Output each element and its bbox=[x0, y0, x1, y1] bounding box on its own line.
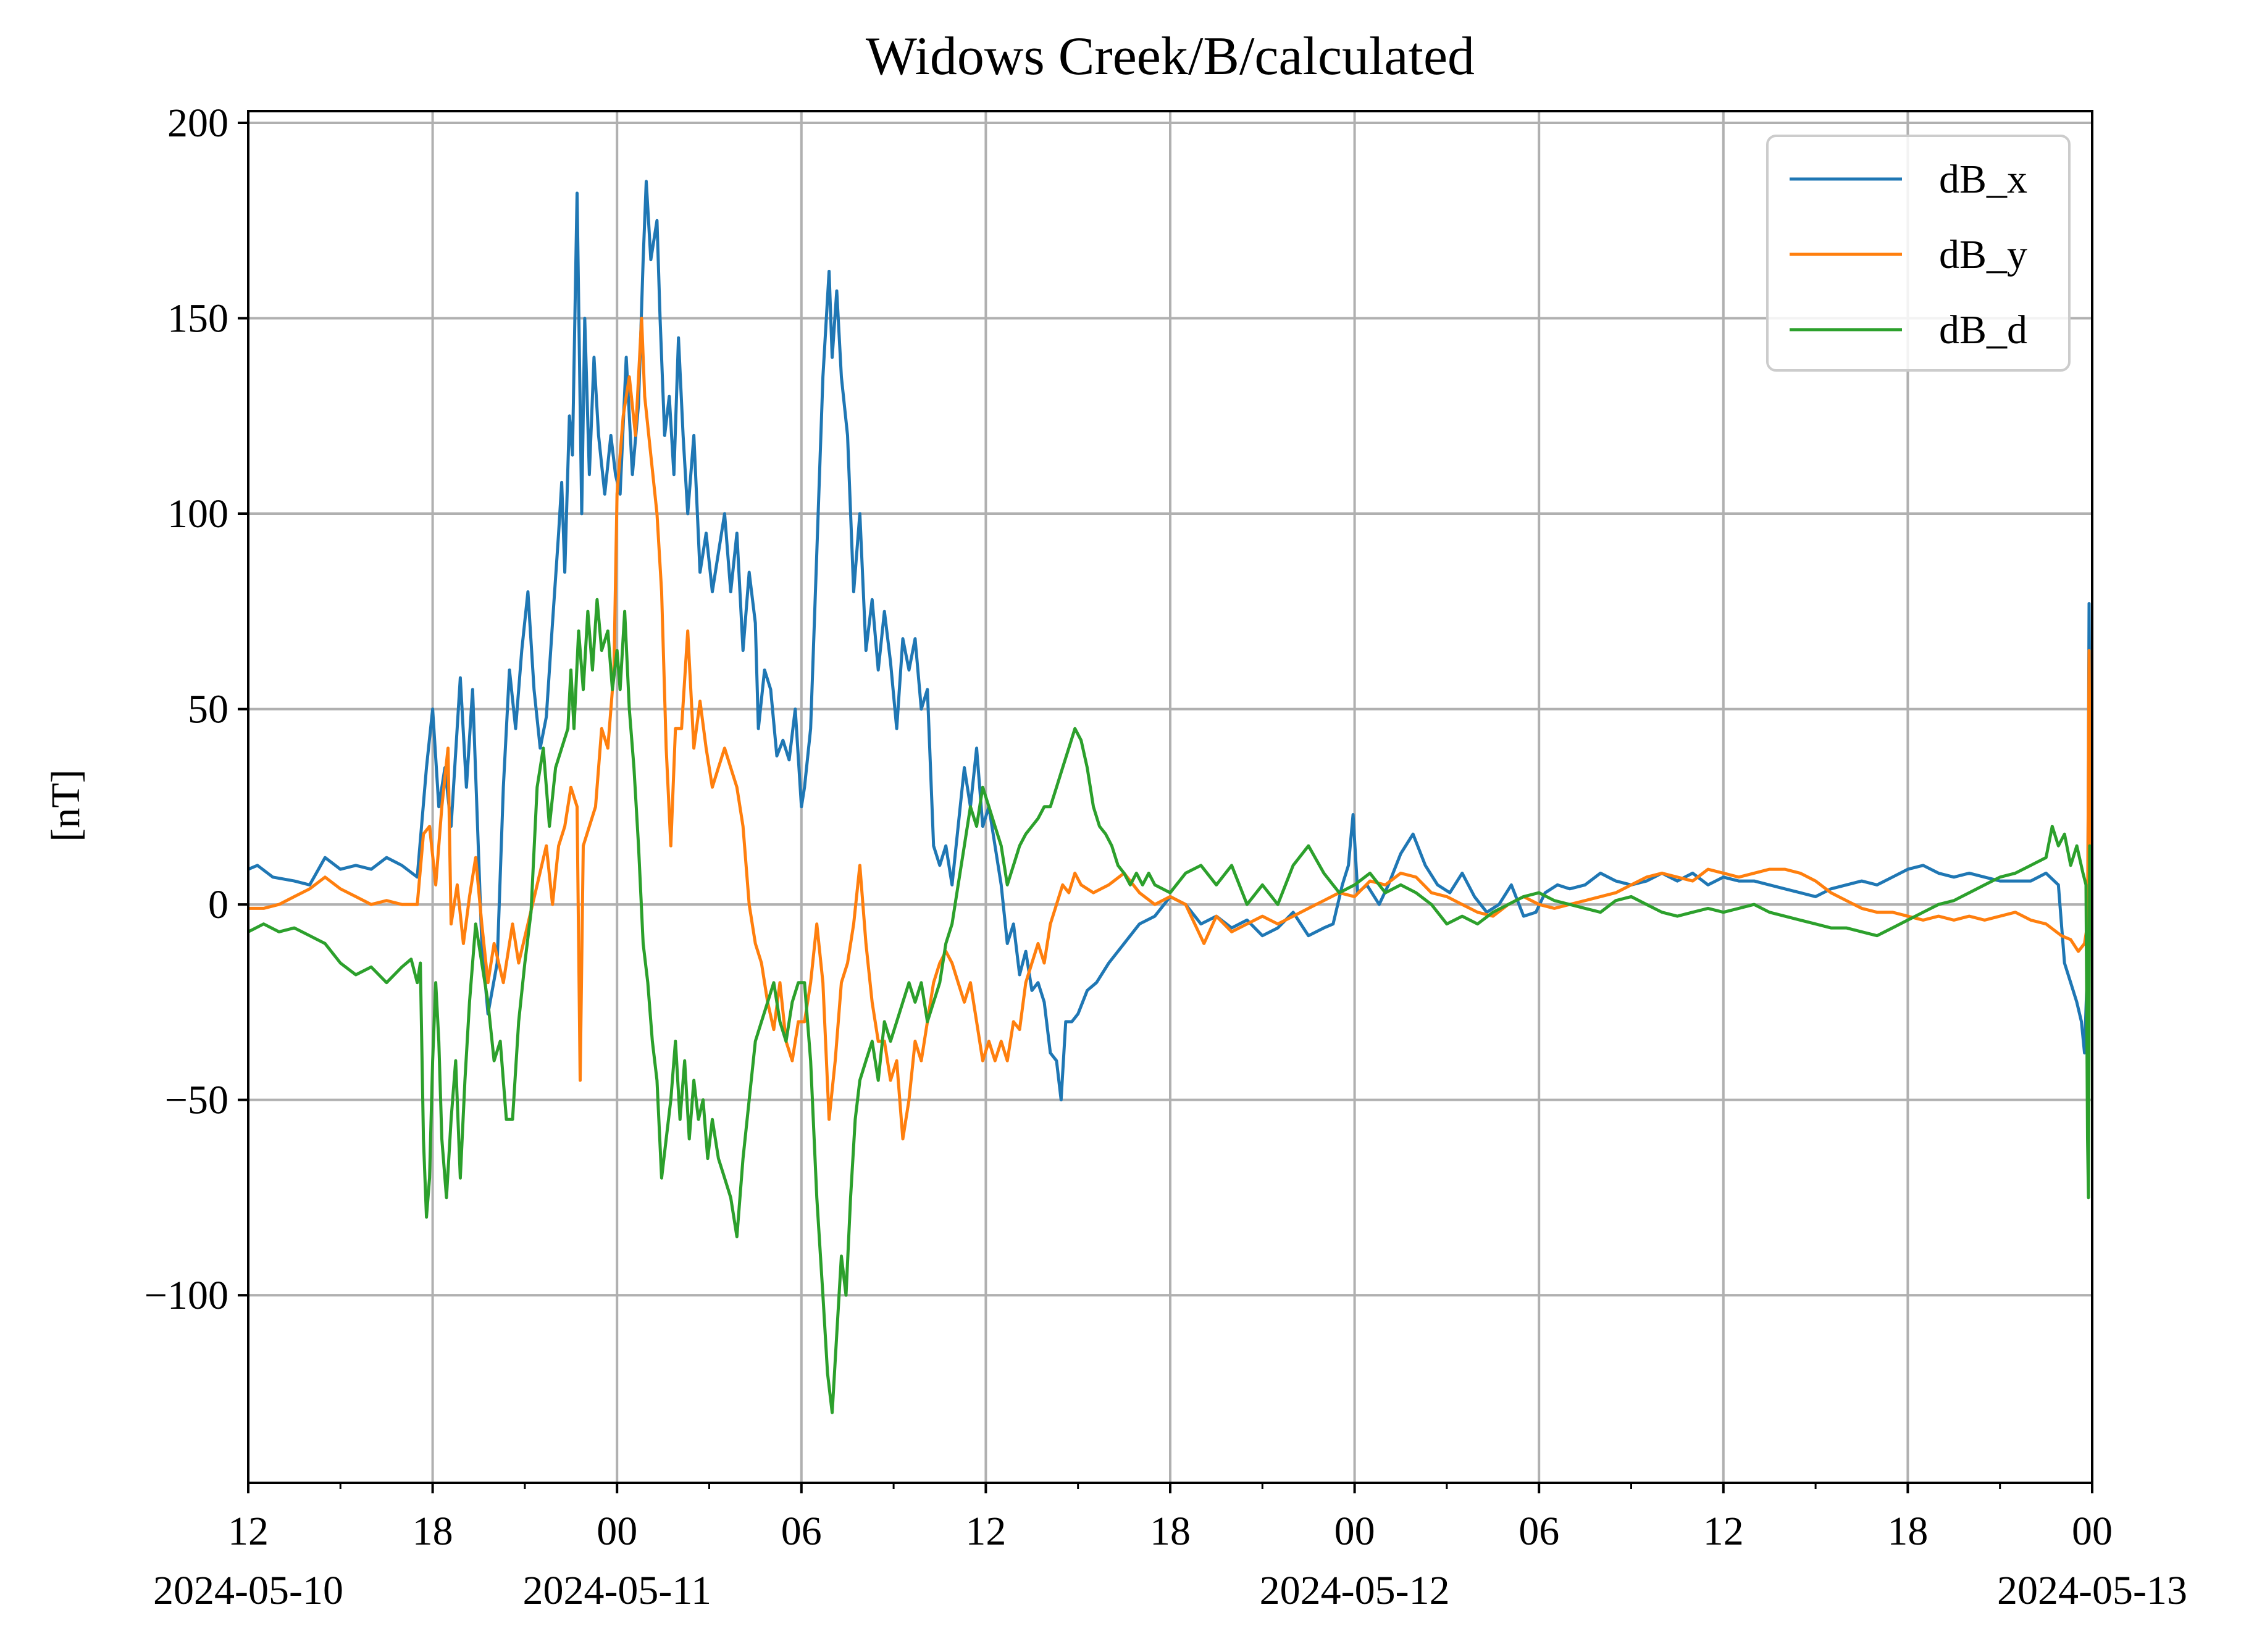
x-tick-label: 00 bbox=[597, 1509, 637, 1554]
axis-ticks: 12 2024-05-10 18 00 2024-05-11 06 12 18 00 2024-0… bbox=[145, 101, 2187, 1613]
y-tick-label: −50 bbox=[165, 1078, 228, 1123]
series-layer bbox=[248, 180, 2092, 1414]
x-tick-label: 06 bbox=[1518, 1509, 1559, 1554]
x-tick-label: 18 bbox=[413, 1509, 453, 1554]
legend-label: dB_x bbox=[1939, 157, 2027, 202]
series-line-db-d bbox=[248, 598, 2092, 1414]
x-tick-label: 06 bbox=[781, 1509, 822, 1554]
y-tick-label: 200 bbox=[167, 101, 228, 146]
y-tick-label: 0 bbox=[208, 882, 228, 927]
series-line-db-x bbox=[248, 180, 2092, 1102]
legend: dB_x dB_y dB_d bbox=[1766, 135, 2071, 372]
x-tick-label: 18 bbox=[1887, 1509, 1928, 1554]
legend-label: dB_d bbox=[1939, 307, 2027, 353]
y-tick-label: 50 bbox=[188, 687, 228, 732]
y-tick-label: 100 bbox=[167, 491, 228, 536]
y-tick-label: 150 bbox=[167, 296, 228, 341]
series-line-db-y bbox=[248, 317, 2092, 1141]
x-tick-date-label: 2024-05-13 bbox=[1997, 1568, 2187, 1613]
x-tick-label: 18 bbox=[1150, 1509, 1191, 1554]
x-tick-label: 00 bbox=[1334, 1509, 1375, 1554]
x-tick-label: 12 bbox=[1703, 1509, 1744, 1554]
legend-label: dB_y bbox=[1939, 232, 2027, 277]
x-tick-label: 00 bbox=[2072, 1509, 2113, 1554]
x-tick-date-label: 2024-05-12 bbox=[1260, 1568, 1450, 1613]
y-tick-label: −100 bbox=[145, 1273, 228, 1318]
x-tick-label: 12 bbox=[965, 1509, 1006, 1554]
x-tick-date-label: 2024-05-10 bbox=[153, 1568, 343, 1613]
x-tick-date-label: 2024-05-11 bbox=[522, 1568, 711, 1613]
legend-box bbox=[1766, 135, 2071, 372]
x-tick-label: 12 bbox=[228, 1509, 269, 1554]
chart-title: Widows Creek/B/calculated bbox=[866, 27, 1475, 86]
y-axis-label: [nT] bbox=[43, 769, 88, 841]
